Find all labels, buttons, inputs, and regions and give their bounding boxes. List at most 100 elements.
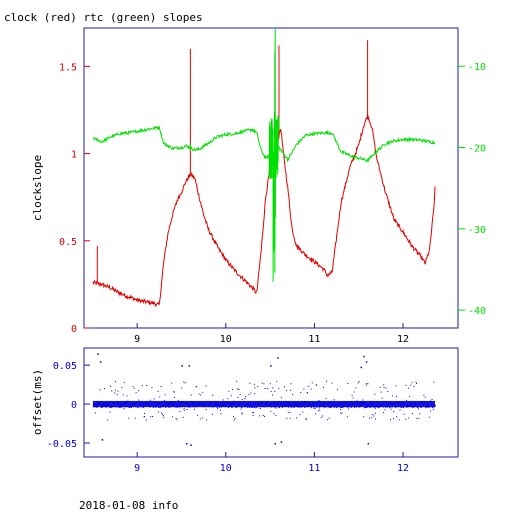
offset-point	[379, 387, 381, 388]
offset-point	[316, 384, 317, 386]
offset-point	[430, 410, 431, 412]
offset-point	[141, 385, 143, 387]
offset-point	[347, 406, 349, 408]
offset-point	[304, 406, 306, 408]
offset-point	[153, 398, 155, 400]
offset-point	[390, 408, 392, 410]
offset-point	[317, 410, 319, 412]
offset-point	[253, 383, 255, 385]
offset-point	[375, 406, 377, 408]
offset-point	[290, 389, 292, 391]
offset-point	[128, 417, 130, 419]
offset-point	[164, 394, 166, 396]
offset-point	[227, 398, 229, 400]
offset-point	[206, 419, 208, 421]
slope-y-tick-label: 0	[71, 324, 77, 335]
offset-point	[114, 381, 116, 383]
offset-point	[307, 385, 309, 387]
offset-point	[162, 415, 164, 417]
offset-point	[393, 418, 394, 420]
offset-outlier	[97, 353, 99, 355]
offset-point	[288, 406, 290, 408]
offset-point	[157, 406, 159, 408]
slope-y2-tick-label: -30	[468, 225, 486, 236]
offset-point	[118, 406, 120, 408]
offset-point	[406, 406, 408, 408]
offset-point	[319, 409, 321, 411]
offset-point	[413, 386, 415, 388]
offset-point	[378, 407, 380, 409]
offset-point	[381, 397, 383, 399]
offset-point	[278, 406, 280, 408]
offset-point	[278, 387, 280, 389]
offset-point	[374, 393, 376, 395]
offset-point	[245, 396, 247, 398]
offset-point	[233, 416, 234, 418]
slope-y-axis-label: clockslope	[31, 155, 44, 221]
offset-point	[116, 394, 118, 396]
offset-point	[340, 409, 341, 410]
offset-point	[391, 395, 393, 397]
slope-x-tick-label: 10	[220, 334, 232, 345]
offset-point	[411, 413, 413, 415]
offset-point	[123, 382, 125, 384]
offset-point	[109, 411, 111, 413]
offset-point	[183, 408, 185, 410]
offset-point	[405, 384, 407, 386]
offset-point	[364, 407, 366, 409]
offset-point	[146, 385, 148, 386]
offset-point	[398, 419, 400, 421]
offset-point	[285, 390, 287, 392]
slope-y-tick-label: 0.5	[59, 237, 77, 248]
offset-outlier	[100, 361, 102, 363]
offset-point	[233, 419, 235, 421]
offset-point	[236, 388, 238, 390]
offset-point	[418, 408, 420, 410]
offset-point	[284, 386, 286, 388]
offset-point	[273, 413, 275, 415]
offset-point	[258, 415, 260, 417]
offset-point	[389, 407, 391, 409]
offset-point	[159, 406, 160, 408]
offset-x-tick-label: 12	[397, 463, 409, 474]
offset-point	[263, 383, 265, 385]
offset-point	[373, 415, 375, 417]
offset-point	[355, 387, 357, 389]
offset-point	[254, 387, 256, 389]
offset-point	[406, 399, 408, 401]
offset-outlier	[274, 443, 276, 445]
offset-point	[423, 394, 425, 396]
offset-point	[244, 398, 246, 400]
offset-point	[161, 412, 162, 414]
offset-point	[385, 387, 387, 389]
offset-point	[276, 380, 278, 382]
offset-point	[383, 412, 385, 413]
offset-point	[159, 396, 161, 398]
offset-point	[405, 418, 407, 420]
offset-point	[227, 407, 229, 409]
offset-point	[114, 389, 116, 391]
offset-point	[351, 394, 353, 396]
offset-x-tick-label: 10	[220, 463, 232, 474]
offset-point	[371, 417, 373, 419]
offset-point	[197, 414, 199, 416]
offset-outlier	[101, 439, 104, 441]
offset-point	[396, 396, 397, 398]
offset-point	[267, 388, 269, 390]
offset-point	[251, 407, 253, 408]
offset-point	[384, 409, 386, 411]
offset-point	[250, 406, 252, 408]
offset-point	[387, 391, 389, 392]
offset-point	[220, 409, 221, 411]
offset-outlier	[280, 441, 283, 443]
offset-point	[171, 382, 173, 384]
slope-y-tick-label: 1	[71, 150, 77, 161]
offset-point	[212, 413, 213, 415]
offset-point	[104, 388, 105, 390]
offset-point	[269, 383, 271, 385]
offset-point	[264, 388, 266, 389]
offset-point	[254, 407, 256, 409]
offset-point	[101, 407, 102, 408]
offset-point	[196, 386, 198, 388]
